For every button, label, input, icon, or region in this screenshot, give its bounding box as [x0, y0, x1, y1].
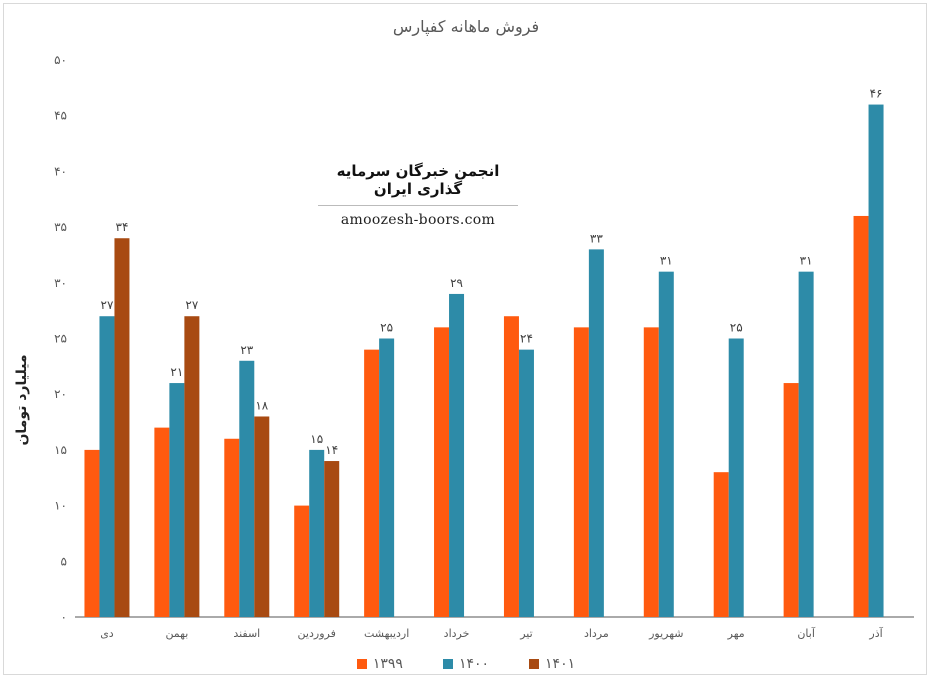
data-label: ۳۱: [800, 254, 813, 268]
y-tick-label: ۴۵: [54, 109, 67, 123]
y-tick-label: ۲۰: [54, 387, 67, 401]
x-tick-label: آبان: [797, 626, 815, 640]
y-tick-label: ۳۵: [54, 220, 67, 234]
y-tick-label: ۰: [61, 610, 67, 624]
bar: [114, 238, 130, 618]
x-tick-label: خرداد: [444, 627, 470, 640]
data-label: ۲۱: [170, 365, 183, 379]
bar: [434, 327, 450, 617]
bar: [588, 249, 604, 617]
bar: [169, 383, 185, 617]
legend-label: ۱۴۰۱: [545, 656, 576, 672]
legend-item: ۱۴۰۰: [442, 656, 490, 672]
x-tick-label: دی: [100, 627, 114, 640]
data-label: ۳۳: [590, 231, 603, 245]
x-tick-label: مهر: [727, 627, 745, 640]
data-label: ۲۵: [730, 321, 743, 335]
bar: [324, 461, 340, 617]
y-tick-label: ۲۵: [54, 332, 67, 346]
data-label: ۲۹: [450, 276, 463, 290]
watermark-title: انجمن خبرگان سرمایه گذاری ایران: [336, 162, 500, 198]
legend-item: ۱۳۹۹: [356, 656, 403, 672]
data-label: ۲۵: [380, 321, 393, 335]
bar: [379, 338, 395, 617]
y-tick-label: ۴۰: [54, 164, 67, 178]
legend-label: ۱۴۰۰: [458, 656, 490, 672]
x-tick-label: اردیبهشت: [364, 627, 409, 640]
data-label: ۲۷: [101, 298, 114, 312]
x-tick-label: فروردین: [298, 627, 336, 640]
watermark-url: amoozesh-boors.com: [340, 212, 496, 228]
data-label: ۲۴: [520, 332, 533, 346]
data-label: ۲۳: [240, 343, 253, 357]
data-label: ۱۵: [310, 432, 323, 446]
bar: [84, 449, 100, 617]
x-tick-label: اسفند: [233, 627, 260, 640]
bar: [224, 438, 240, 617]
bar: [713, 472, 729, 617]
bar: [364, 349, 380, 617]
bar: [449, 293, 465, 617]
bar: [309, 449, 325, 617]
x-tick-label: آذر: [868, 626, 883, 640]
x-tick-label: بهمن: [165, 627, 188, 640]
watermark-divider: [318, 205, 518, 206]
legend-item: ۱۴۰۱: [529, 656, 575, 672]
bar: [728, 338, 744, 617]
x-tick-label: مرداد: [584, 627, 609, 640]
data-label: ۳۱: [660, 254, 673, 268]
y-tick-label: ۵: [61, 554, 67, 568]
legend-swatch: [442, 659, 453, 669]
bar: [868, 104, 884, 617]
data-label: ۱۸: [255, 398, 268, 412]
legend-label: ۱۳۹۹: [372, 656, 403, 672]
data-label: ۳۴: [116, 220, 129, 234]
legend-swatch: [356, 659, 367, 669]
bar: [239, 360, 255, 617]
chart-title: فروش ماهانه کفپارس: [392, 17, 540, 36]
watermark: انجمن خبرگان سرمایه گذاری ایران amoozesh…: [298, 152, 538, 240]
bar: [184, 316, 200, 617]
y-tick-label: ۳۰: [54, 276, 67, 290]
bar: [643, 327, 659, 617]
bar: [783, 383, 799, 617]
bar: [99, 316, 115, 617]
bar: [503, 316, 519, 617]
bar: [573, 327, 589, 617]
y-tick-label: ۱۵: [54, 443, 67, 457]
data-label: ۱۴: [325, 443, 338, 457]
bar: [254, 416, 270, 617]
y-tick-label: ۱۰: [54, 499, 67, 513]
bar: [294, 505, 310, 617]
data-label: ۴۶: [870, 87, 883, 101]
bar: [798, 271, 814, 617]
bar: [658, 271, 674, 617]
data-label: ۲۷: [185, 298, 198, 312]
x-tick-label: شهریور: [648, 627, 683, 640]
x-tick-label: تیر: [519, 627, 532, 640]
chart-legend: ۱۳۹۹ ۱۴۰۰ ۱۴۰۱: [0, 656, 932, 672]
bar: [853, 215, 869, 617]
bar: [518, 349, 534, 617]
y-tick-label: ۵۰: [54, 53, 67, 67]
bar: [154, 427, 170, 617]
legend-swatch: [529, 659, 540, 669]
